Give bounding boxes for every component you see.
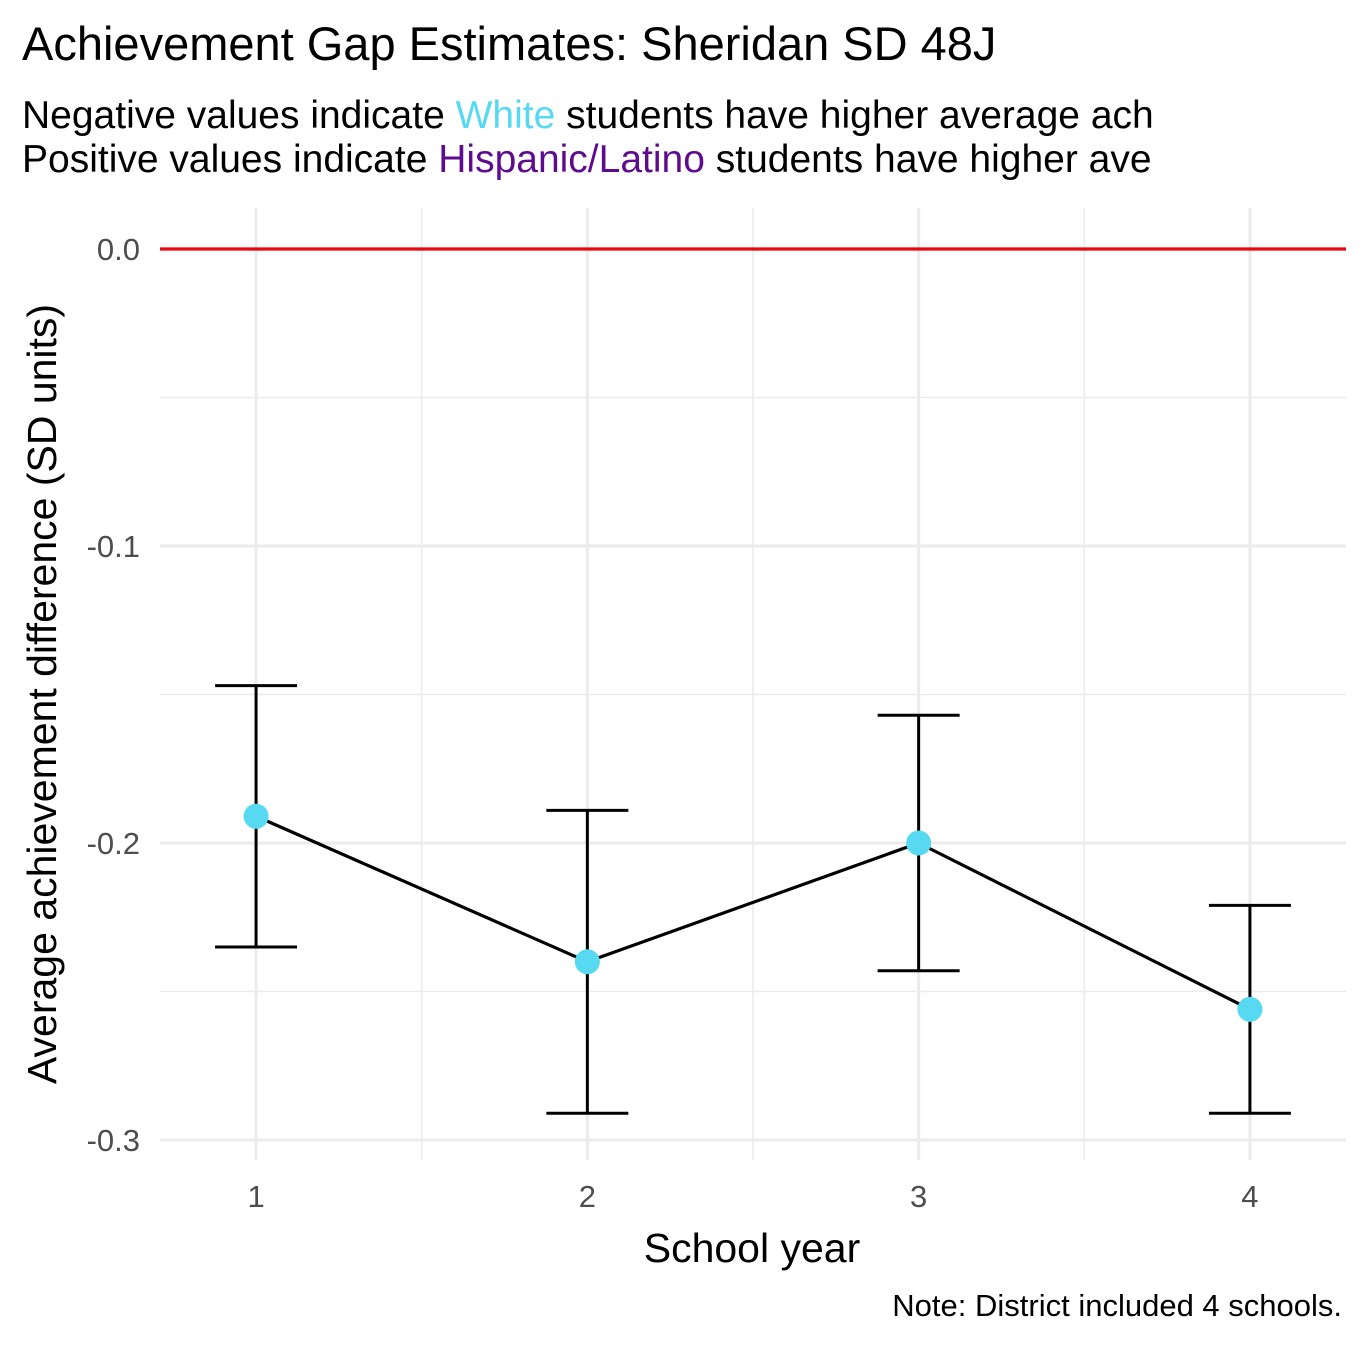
minor-gridlines: [160, 208, 1346, 1160]
subtitle-2-text-after: students have higher ave: [704, 138, 1152, 181]
y-tick-label: -0.1: [87, 529, 140, 564]
x-tick-label: 1: [247, 1179, 264, 1214]
chart-caption: Note: District included 4 schools.: [892, 1288, 1342, 1323]
chart-subtitle-line-2: Positive values indicate Hispanic/Latino…: [22, 140, 1152, 179]
subtitle-2-text-before: Positive values indicate: [22, 138, 439, 181]
y-tick-label: -0.2: [87, 826, 140, 861]
subtitle-highlight-hispanic-latino: Hispanic/Latino: [438, 138, 705, 181]
x-axis-tick-labels: 1 2 3 4: [247, 1179, 1258, 1214]
data-point: [243, 803, 269, 829]
x-tick-label: 3: [910, 1179, 927, 1214]
y-tick-label: -0.3: [87, 1123, 140, 1158]
data-point: [906, 830, 932, 856]
subtitle-1-text-before: Negative values indicate: [22, 94, 456, 137]
data-point: [1237, 996, 1263, 1022]
data-point: [574, 949, 600, 975]
x-axis-label: School year: [644, 1225, 861, 1271]
subtitle-1-text-after: students have higher average ach: [555, 94, 1154, 137]
chart-title: Achievement Gap Estimates: Sheridan SD 4…: [22, 17, 997, 70]
y-tick-label: 0.0: [97, 232, 140, 267]
series-line: [255, 814, 1251, 1011]
x-tick-label: 4: [1241, 1179, 1258, 1214]
data-points: [243, 803, 1263, 1022]
x-tick-label: 2: [579, 1179, 596, 1214]
chart-subtitle-line-1: Negative values indicate White students …: [22, 96, 1154, 135]
series-line-group: [255, 814, 1251, 1011]
subtitle-highlight-white: White: [455, 94, 556, 137]
y-axis-label: Average achievement difference (SD units…: [19, 304, 65, 1084]
y-axis-tick-labels: 0.0 -0.1 -0.2 -0.3: [87, 232, 140, 1158]
